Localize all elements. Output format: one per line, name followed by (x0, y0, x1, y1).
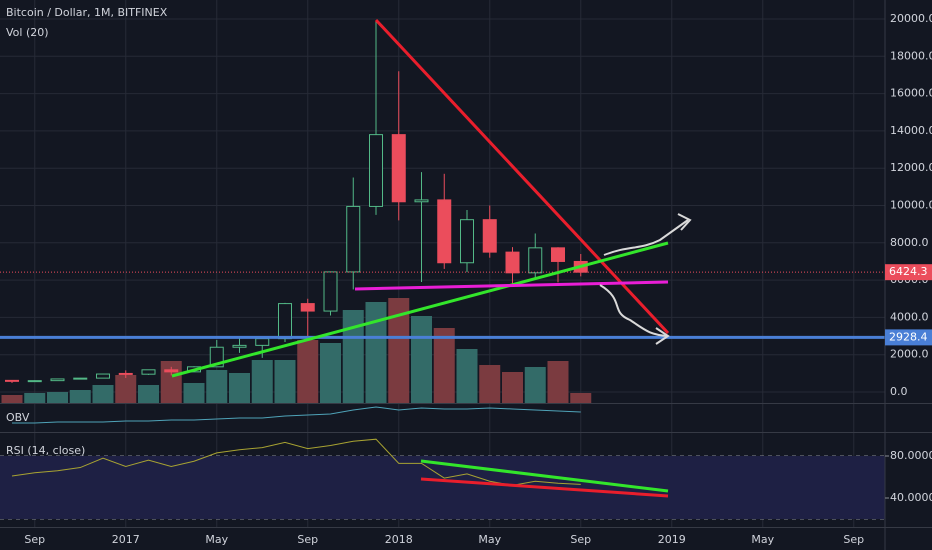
candle-body (346, 205, 361, 273)
candle-body (369, 134, 383, 207)
candle-body (27, 380, 42, 383)
candle-body (528, 247, 543, 274)
rsi-line (11, 438, 581, 486)
up-arrow (603, 219, 689, 256)
volume-bar (47, 392, 68, 403)
level-label: 2928.4 (889, 330, 928, 343)
volume-bar (274, 360, 296, 403)
candle-body (460, 219, 474, 264)
candle-body (255, 338, 270, 346)
support-line (354, 280, 669, 291)
candle-body (551, 247, 565, 262)
volume-bar (183, 383, 205, 403)
candle-body (482, 219, 497, 253)
obv-line (12, 406, 581, 424)
y-tick-label: 18000.0 (890, 49, 932, 62)
last-price-label-bg (885, 264, 932, 281)
rsi-band (0, 456, 885, 520)
volume-bar (524, 367, 546, 403)
candle-body (5, 379, 19, 382)
candle-body (141, 369, 156, 375)
x-tick-label: 2018 (385, 533, 413, 546)
volume-bar (433, 328, 455, 403)
marks (0, 21, 885, 486)
volume-bar (342, 310, 364, 403)
x-tick-label: May (478, 533, 501, 546)
candle-body (391, 134, 406, 203)
x-tick-label: May (205, 533, 228, 546)
x-tick-label: Sep (24, 533, 45, 546)
x-tick-label: May (751, 533, 774, 546)
volume-bar (69, 390, 91, 403)
volume-bar (92, 385, 114, 403)
x-tick-label: Sep (843, 533, 864, 546)
candle-body (323, 271, 338, 312)
drawings (171, 18, 692, 498)
up-trendline (171, 241, 669, 378)
candle-body (73, 377, 88, 380)
candle-body (232, 344, 247, 348)
last-price-label: 6424.3 (889, 265, 928, 278)
volume-bar (388, 298, 410, 403)
rsi-support-line (420, 477, 669, 498)
volume-bar (24, 393, 46, 403)
volume-label: Vol (20) (6, 26, 49, 39)
y-tick-label: 10000.0 (890, 199, 932, 212)
volume-bar (138, 385, 159, 403)
volume-bar (115, 375, 137, 403)
rsi-label: RSI (14, close) (6, 444, 85, 457)
down-trendline (374, 18, 670, 335)
volume-bar (251, 360, 273, 403)
volume-bar (206, 370, 228, 403)
down-arrow (599, 284, 669, 337)
y-tick-label: 2000.0 (890, 348, 929, 361)
rsi-down-trendline (420, 459, 669, 493)
y-tick-label: 16000.0 (890, 87, 932, 100)
rsi-tick-label: 40.0000 (890, 491, 932, 504)
obv-label: OBV (6, 411, 30, 424)
volume-bar (411, 316, 432, 403)
y-tick-label: 20000.0 (890, 12, 932, 25)
volume-bar (229, 373, 250, 403)
volume-bar (570, 393, 592, 403)
x-tick-label: 2017 (112, 533, 140, 546)
rsi-tick-label: 80.0000 (890, 449, 932, 462)
candle-body (300, 303, 315, 312)
candle-body (118, 372, 133, 375)
chart-title: Bitcoin / Dollar, 1M, BITFINEX (6, 6, 168, 19)
y-tick-label: 12000.0 (890, 161, 932, 174)
y-tick-label: 4000.0 (890, 310, 929, 323)
up-arrow-head (677, 213, 692, 231)
candle-body (50, 378, 65, 382)
y-tick-label: 14000.0 (890, 124, 932, 137)
level-label-bg (885, 329, 932, 346)
candle-body (505, 251, 520, 274)
candle-body (96, 373, 110, 379)
volume-bar (365, 302, 387, 403)
volume-bar (1, 395, 23, 403)
x-tick-label: 2019 (658, 533, 686, 546)
candle-body (164, 369, 179, 373)
y-tick-label: 8000.0 (890, 236, 929, 249)
down-arrow-head (655, 327, 670, 345)
candle-body (414, 199, 429, 203)
x-tick-label: Sep (570, 533, 591, 546)
candle-body (278, 303, 292, 340)
volume-bar (456, 349, 478, 403)
volume-bar (502, 372, 523, 403)
candle-body (437, 199, 452, 264)
x-tick-label: Sep (297, 533, 318, 546)
volume-bar (320, 343, 341, 403)
volume-bar (547, 361, 569, 403)
volume-bar (479, 365, 501, 403)
y-tick-label: 0.0 (890, 385, 908, 398)
volume-bar (297, 340, 319, 403)
